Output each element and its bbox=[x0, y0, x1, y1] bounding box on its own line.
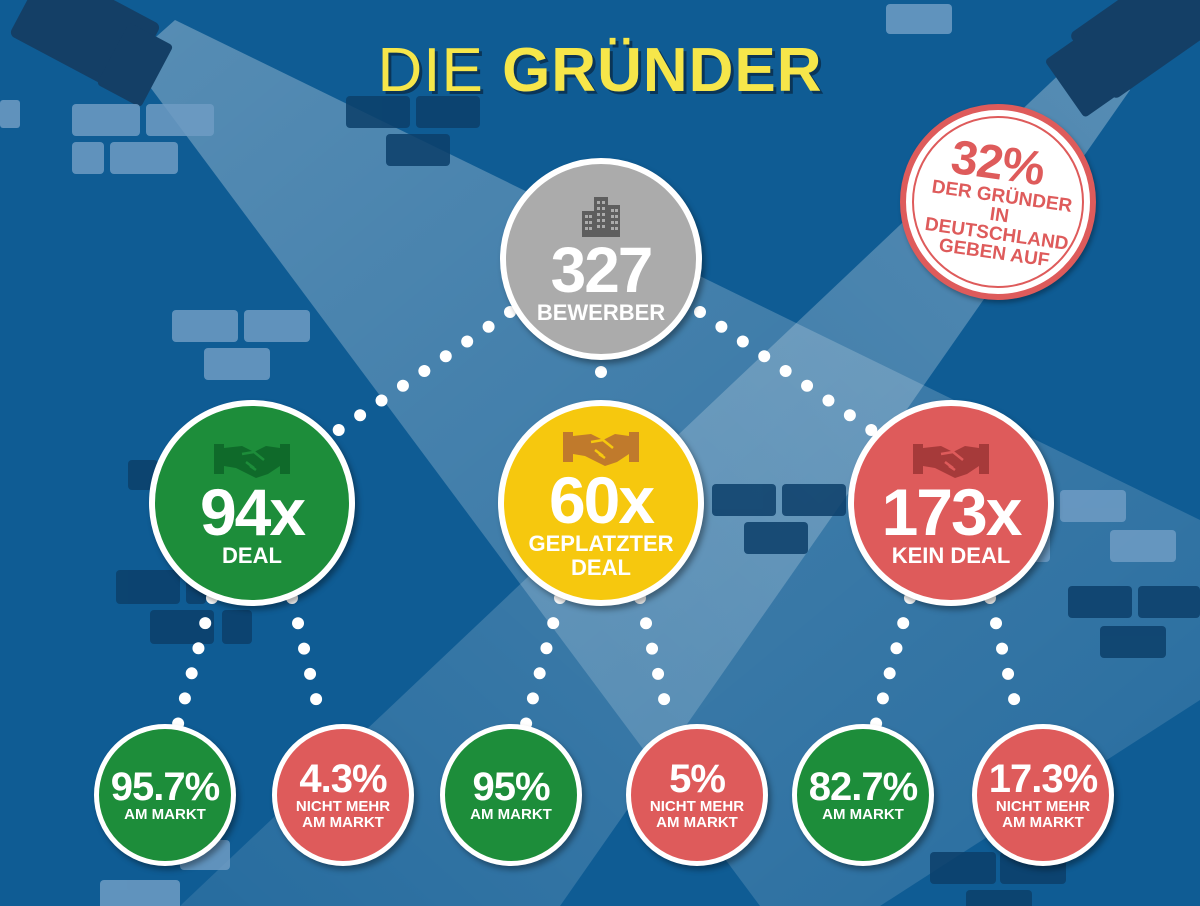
leaf-value: 4.3% bbox=[299, 757, 387, 801]
building-icon bbox=[582, 197, 620, 237]
leaf-node-off-market: 5% NICHT MEHR AM MARKT bbox=[626, 724, 768, 866]
outcome-node-failed-deal: 60x GEPLATZTER DEAL bbox=[498, 400, 704, 606]
title-part-1: DIE bbox=[377, 36, 484, 105]
outcome-label: GEPLATZTER DEAL bbox=[528, 531, 674, 580]
title-part-2: GRÜNDER bbox=[502, 36, 823, 105]
spotlight-right-icon bbox=[1046, 0, 1200, 117]
leaf-label: NICHT MEHR AM MARKT bbox=[995, 798, 1091, 831]
leaf-label: NICHT MEHR AM MARKT bbox=[295, 798, 391, 831]
badge-inner-ring bbox=[912, 116, 1084, 288]
outcome-node-deal: 94x DEAL bbox=[149, 400, 355, 606]
quit-rate-badge: 32% DER GRÜNDER IN DEUTSCHLAND GEBEN AUF bbox=[900, 104, 1096, 300]
handshake-icon bbox=[214, 444, 290, 478]
leaf-label: AM MARKT bbox=[124, 806, 206, 823]
leaf-label: NICHT MEHR AM MARKT bbox=[649, 798, 745, 831]
leaf-value: 95% bbox=[472, 765, 550, 809]
root-value: 327 bbox=[550, 234, 654, 306]
root-node-applicants: 327 BEWERBER bbox=[500, 158, 702, 360]
leaf-value: 5% bbox=[669, 757, 726, 801]
outcome-node-no-deal: 173x KEIN DEAL bbox=[848, 400, 1054, 606]
handshake-icon bbox=[913, 444, 989, 478]
leaf-node-on-market: 95.7% AM MARKT bbox=[94, 724, 236, 866]
infographic-title: DIE GRÜNDER bbox=[0, 36, 1200, 106]
spotlight-left-icon bbox=[10, 0, 173, 107]
root-label: BEWERBER bbox=[536, 300, 666, 325]
leaf-value: 82.7% bbox=[808, 765, 918, 809]
leaf-label: AM MARKT bbox=[822, 806, 904, 823]
outcome-value: 173x bbox=[881, 475, 1023, 549]
leaf-node-off-market: 4.3% NICHT MEHR AM MARKT bbox=[272, 724, 414, 866]
leaf-node-on-market: 95% AM MARKT bbox=[440, 724, 582, 866]
outcome-value: 60x bbox=[548, 463, 655, 537]
leaf-node-on-market: 82.7% AM MARKT bbox=[792, 724, 934, 866]
outcome-value: 94x bbox=[199, 475, 306, 549]
outcome-label: DEAL bbox=[222, 543, 282, 568]
handshake-icon bbox=[563, 432, 639, 466]
outcome-label: KEIN DEAL bbox=[891, 543, 1011, 568]
tree-connectors bbox=[172, 306, 1026, 730]
leaf-node-off-market: 17.3% NICHT MEHR AM MARKT bbox=[972, 724, 1114, 866]
leaf-label: AM MARKT bbox=[470, 806, 552, 823]
leaf-value: 95.7% bbox=[110, 765, 220, 809]
leaf-value: 17.3% bbox=[988, 757, 1098, 801]
